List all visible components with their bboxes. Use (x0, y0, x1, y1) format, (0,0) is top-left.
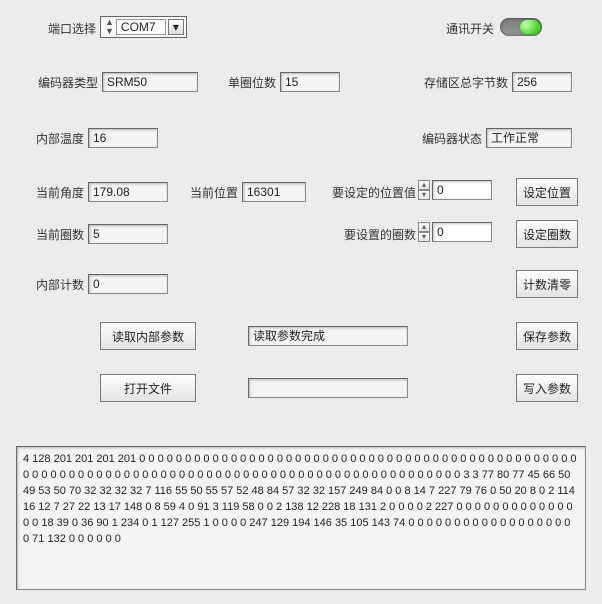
clear-count-button[interactable]: 计数清零 (516, 270, 578, 298)
internal-temp-label: 内部温度 (34, 130, 84, 147)
current-pos-label: 当前位置 (188, 184, 238, 201)
internal-count-label: 内部计数 (34, 276, 84, 293)
encoder-type-label: 编码器类型 (34, 74, 98, 91)
current-pos-value: 16301 (242, 182, 306, 202)
set-pos-spinner[interactable]: ▴▾ 0 (418, 180, 492, 200)
set-pos-label: 要设定的位置值 (328, 184, 416, 201)
read-params-button[interactable]: 读取内部参数 (100, 322, 196, 350)
spinner-down-icon: ▾ (418, 190, 430, 200)
comm-switch-label: 通讯开关 (446, 20, 494, 37)
set-turns-button[interactable]: 设定圈数 (516, 220, 578, 248)
chevron-down-icon: ▾ (168, 19, 184, 35)
port-select-value: COM7 (116, 19, 166, 35)
port-select-dropdown[interactable]: ▲▼ COM7 ▾ (100, 16, 187, 38)
open-file-button[interactable]: 打开文件 (100, 374, 196, 402)
encoder-type-value: SRM50 (102, 72, 198, 92)
data-log-output: 4 128 201 201 201 201 0 0 0 0 0 0 0 0 0 … (16, 446, 586, 590)
spinner-up-icon: ▴ (418, 222, 430, 232)
set-pos-value: 0 (432, 180, 492, 200)
set-turns-label: 要设置的圈数 (340, 226, 416, 243)
comm-switch-toggle[interactable] (500, 18, 542, 36)
file-path-value (248, 378, 408, 398)
encoder-status-value: 工作正常 (486, 128, 572, 148)
encoder-status-label: 编码器状态 (418, 130, 482, 147)
save-params-button[interactable]: 保存参数 (516, 322, 578, 350)
storage-bytes-value: 256 (512, 72, 572, 92)
set-turns-spinner[interactable]: ▴▾ 0 (418, 222, 492, 242)
current-angle-value: 179.08 (88, 182, 168, 202)
current-turns-label: 当前圈数 (34, 226, 84, 243)
spinner-up-icon: ▴ (418, 180, 430, 190)
storage-bytes-label: 存储区总字节数 (416, 74, 508, 91)
read-status-value: 读取参数完成 (248, 326, 408, 346)
set-position-button[interactable]: 设定位置 (516, 178, 578, 206)
single-turn-bits-value: 15 (280, 72, 340, 92)
single-turn-bits-label: 单圈位数 (226, 74, 276, 91)
internal-count-value: 0 (88, 274, 168, 294)
write-params-button[interactable]: 写入参数 (516, 374, 578, 402)
set-turns-value: 0 (432, 222, 492, 242)
current-turns-value: 5 (88, 224, 168, 244)
port-increment-icon: ▲▼ (105, 18, 114, 36)
current-angle-label: 当前角度 (34, 184, 84, 201)
internal-temp-value: 16 (88, 128, 158, 148)
spinner-down-icon: ▾ (418, 232, 430, 242)
port-select-label: 端口选择 (46, 20, 96, 37)
